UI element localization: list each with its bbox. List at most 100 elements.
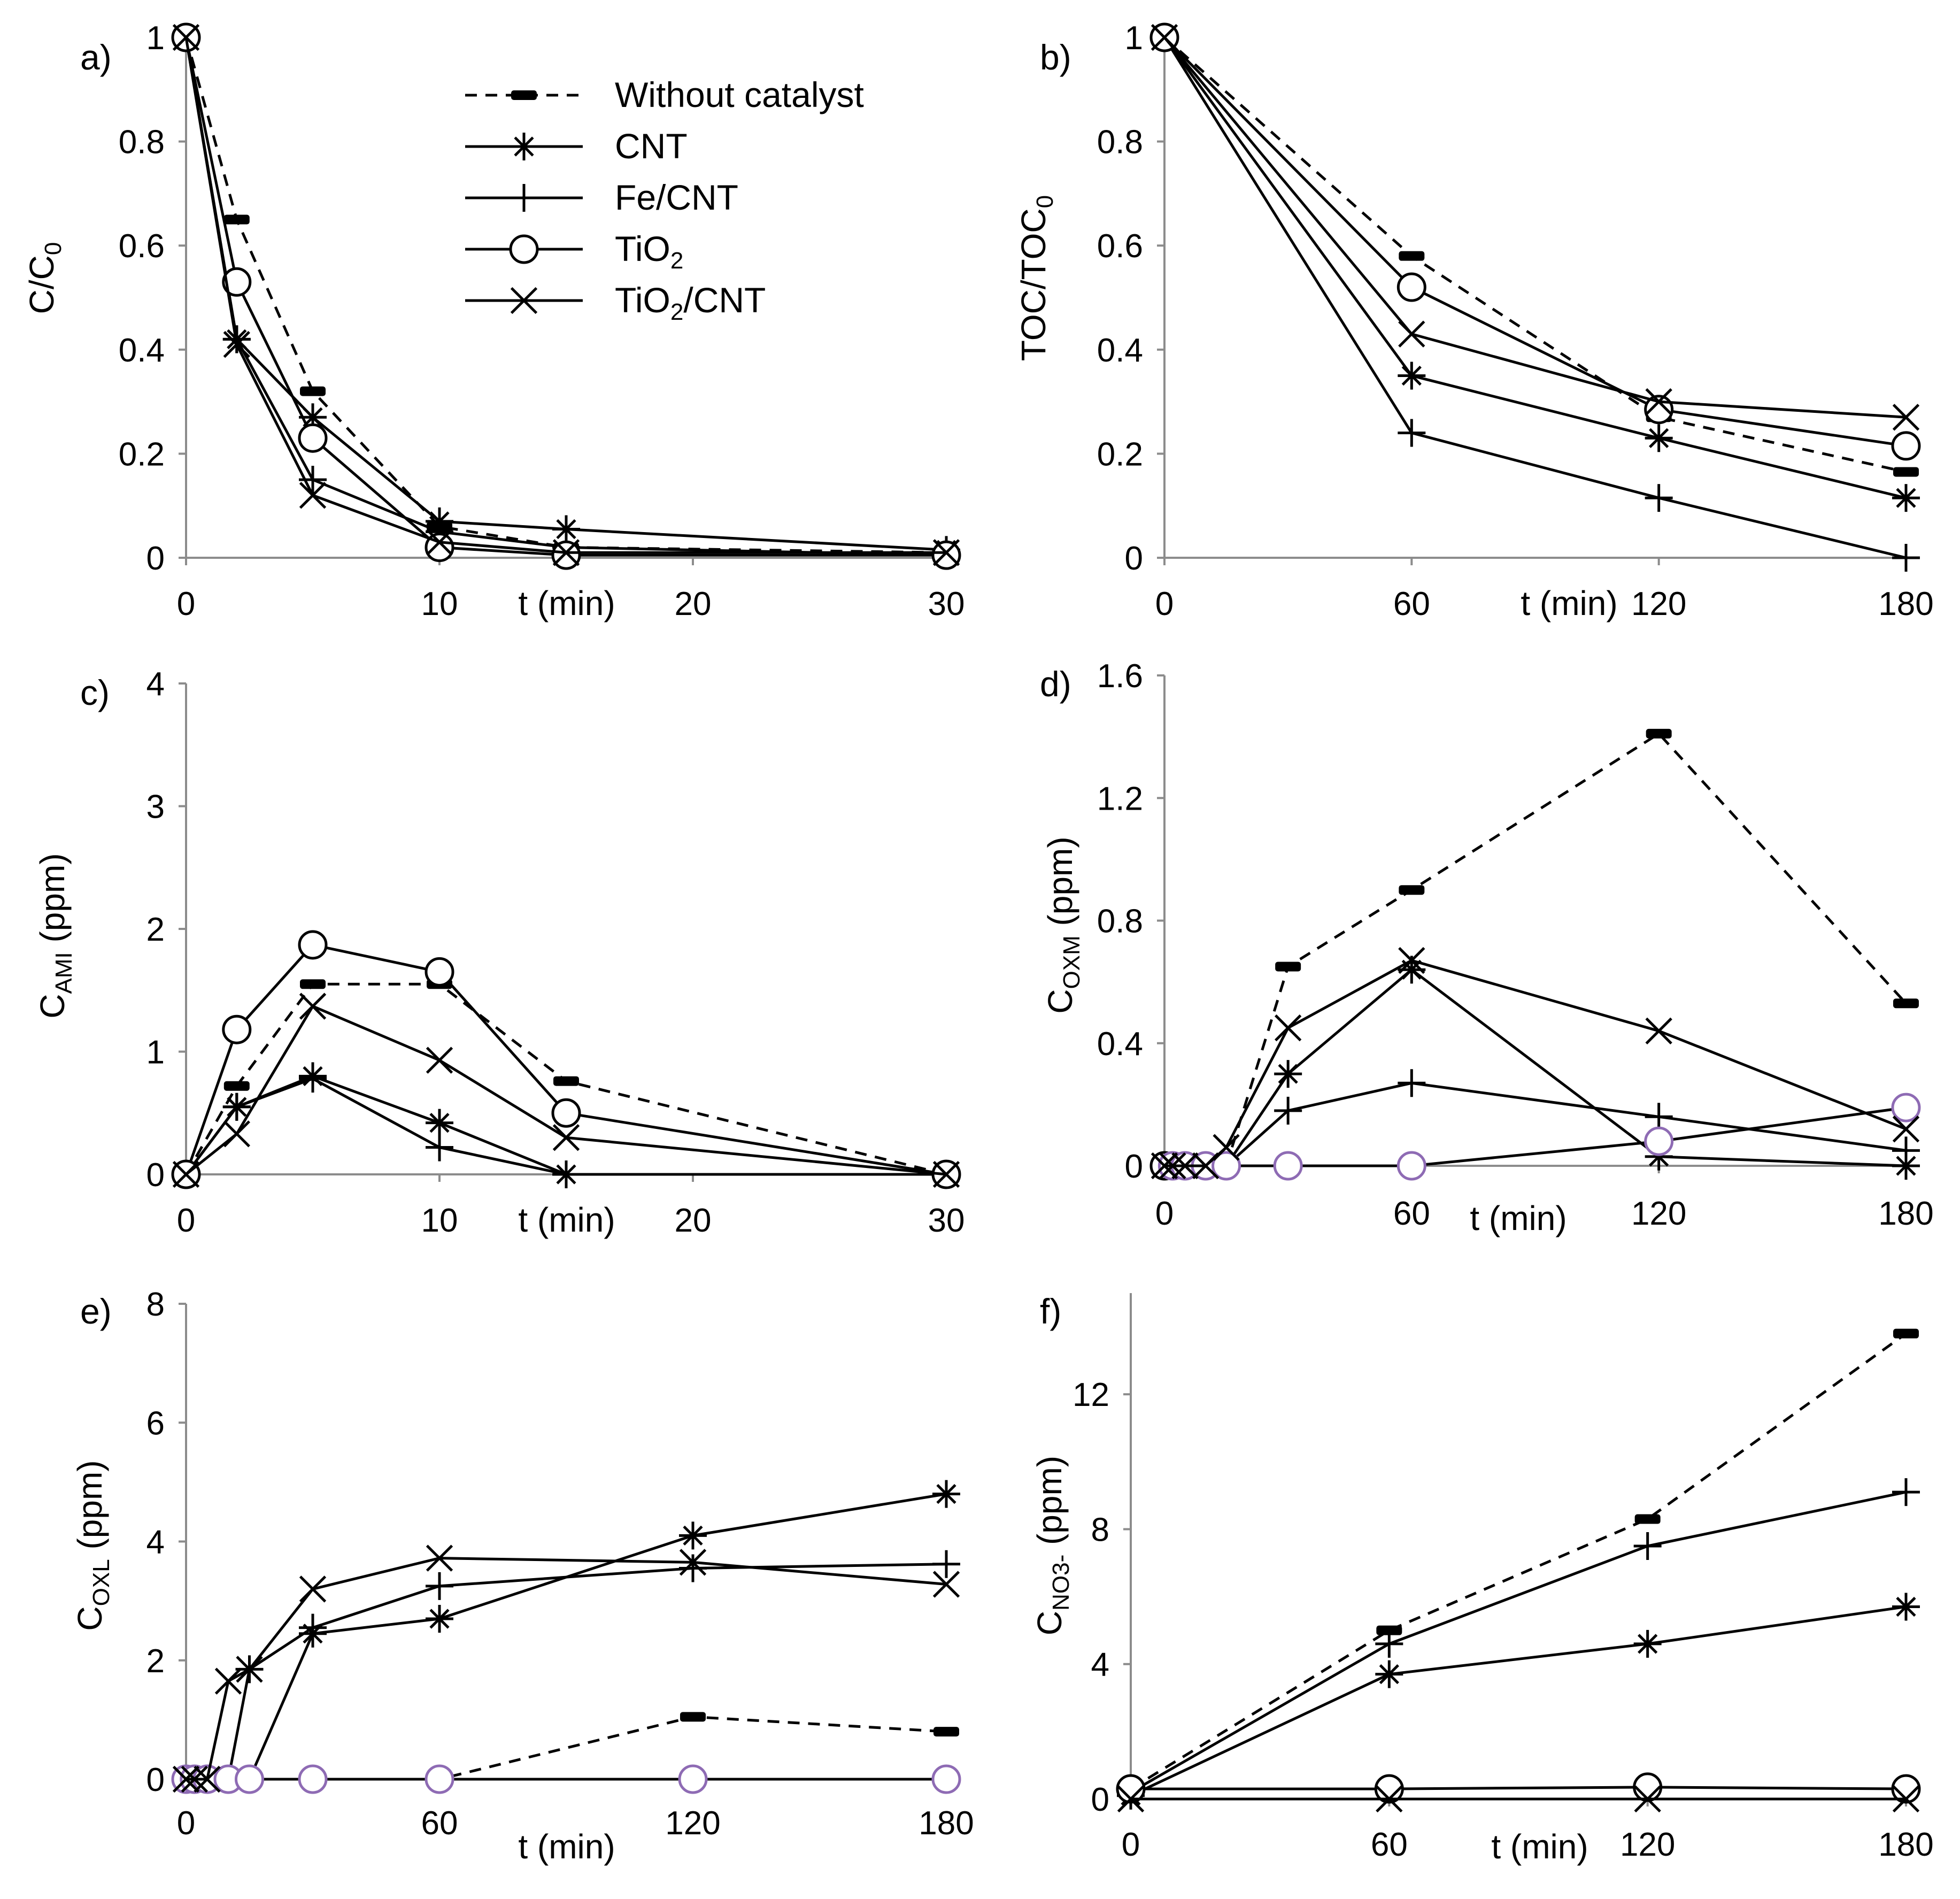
point-cnt — [426, 1604, 453, 1633]
point-fe-cnt — [1375, 1629, 1403, 1658]
point-tio2-cnt — [1376, 1785, 1403, 1813]
y-tick-label: 4 — [146, 666, 165, 703]
x-tick-label: 120 — [1620, 1826, 1675, 1863]
point-fe-cnt — [679, 1554, 707, 1582]
panel-a: 00.20.40.60.810 10 20 30a)t (min)C/C0 — [22, 20, 964, 622]
point-fe-cnt — [1892, 1478, 1920, 1506]
x-tick-label: 0 — [1155, 586, 1174, 622]
series-tio2-cnt — [172, 1544, 960, 1793]
point-cnt — [1892, 1152, 1920, 1180]
panel-label: a) — [80, 37, 112, 77]
point-tio2-cnt — [932, 1160, 960, 1188]
panel-label: b) — [1040, 37, 1071, 77]
y-tick-label: 0 — [146, 1157, 165, 1194]
point-cnt — [1633, 1629, 1662, 1658]
point-tio2 — [678, 1764, 708, 1794]
point-without-catalyst — [1275, 962, 1301, 972]
x-tick-label: 0 — [1155, 1195, 1174, 1232]
y-axis-label-main: C — [33, 994, 72, 1018]
legend: Without catalyst CNT Fe/CNT TiO2 TiO2/CNT — [465, 75, 864, 325]
x-tick-label: 0 — [177, 1202, 195, 1239]
point-tio2-cnt — [426, 1544, 453, 1572]
point-tio2 — [298, 423, 328, 453]
legend-label-cnt-main: CNT — [615, 126, 688, 166]
y-axis-label-subscript: AMI — [51, 952, 77, 994]
y-tick-label: 0.2 — [119, 436, 165, 473]
point-fe-cnt — [1892, 1136, 1920, 1165]
x-tick-label: 0 — [177, 586, 195, 622]
point-tio2 — [1644, 1126, 1674, 1156]
point-tio2-cnt — [172, 24, 200, 51]
y-tick-label: 0.4 — [1097, 1026, 1143, 1063]
y-tick-label: 8 — [146, 1286, 165, 1323]
point-fe-cnt — [222, 1093, 251, 1121]
point-tio2 — [222, 1014, 252, 1044]
y-tick-label: 0.8 — [119, 124, 165, 161]
legend-label-without-catalyst: Without catalyst — [615, 75, 864, 114]
y-tick-label: 0 — [1091, 1781, 1109, 1818]
x-axis-label: t (min) — [1491, 1827, 1588, 1866]
x-tick-label: 0 — [1122, 1826, 1140, 1863]
series-line-cnt — [1130, 1605, 1907, 1797]
y-axis-label-main: C — [1030, 1611, 1069, 1635]
point-tio2-cnt — [299, 993, 327, 1020]
y-axis-label: COXM (ppm) — [1041, 836, 1085, 1013]
point-without-catalyst — [680, 1712, 706, 1722]
point-tio2-cnt — [214, 1667, 242, 1695]
x-tick-label: 30 — [928, 586, 965, 622]
point-without-catalyst — [933, 1727, 959, 1737]
legend-label-fe-cnt-main: Fe/CNT — [615, 178, 738, 217]
x-tick-label: 60 — [421, 1805, 458, 1842]
point-tio2-cnt — [426, 1047, 453, 1074]
point-tio2-cnt — [1892, 1785, 1920, 1813]
point-without-catalyst — [1399, 251, 1425, 261]
point-tio2 — [1212, 1151, 1241, 1181]
legend-entry-tio2: TiO2 — [465, 229, 683, 274]
point-cnt — [1645, 424, 1673, 452]
point-cnt — [1892, 484, 1920, 512]
point-tio2-cnt — [1398, 947, 1425, 974]
x-axis-label: t (min) — [1470, 1199, 1567, 1237]
series-tio2-cnt — [172, 993, 960, 1188]
point-tio2-cnt — [1892, 1116, 1920, 1143]
y-tick-label: 0.6 — [1097, 228, 1143, 265]
legend-label-tio2-cnt-tail: /CNT — [683, 280, 766, 320]
point-tio2 — [551, 1098, 581, 1128]
point-tio2-cnt — [1213, 1134, 1240, 1161]
series-line-without-catalyst — [1163, 36, 1907, 473]
y-axis-label-main: C — [1041, 989, 1079, 1013]
point-tio2-cnt — [1192, 1152, 1220, 1180]
legend-entry-tio2-cnt: TiO2/CNT — [465, 280, 766, 325]
point-tio2-cnt — [223, 330, 250, 358]
y-tick-label: 0.2 — [1097, 436, 1143, 473]
point-without-catalyst — [1893, 998, 1919, 1009]
legend-marker-cnt — [510, 133, 538, 160]
point-without-catalyst — [300, 386, 326, 396]
point-cnt — [1645, 1142, 1673, 1171]
point-fe-cnt — [1633, 1532, 1662, 1560]
point-cnt — [1398, 362, 1426, 390]
x-tick-label: 180 — [1878, 1826, 1933, 1863]
point-fe-cnt — [1398, 419, 1426, 447]
point-tio2 — [298, 930, 328, 960]
x-tick-label: 180 — [1878, 586, 1933, 622]
x-tick-label: 10 — [421, 586, 458, 622]
y-tick-label: 4 — [1091, 1647, 1109, 1683]
point-tio2-cnt — [181, 1765, 208, 1793]
series-line-fe-cnt — [185, 1077, 946, 1176]
point-tio2 — [298, 1764, 328, 1794]
point-cnt — [679, 1521, 707, 1550]
point-tio2 — [1891, 1774, 1921, 1804]
y-axis-label-subscript: 0 — [40, 242, 66, 255]
y-axis-label-tail: (ppm) — [71, 1460, 109, 1559]
y-axis-label-main: C/C — [22, 255, 61, 314]
y-axis-label: CAMI (ppm) — [33, 853, 77, 1018]
x-tick-label: 180 — [1878, 1195, 1933, 1232]
point-cnt — [1892, 1593, 1920, 1621]
point-tio2-cnt — [552, 539, 580, 566]
point-tio2-cnt — [552, 1124, 580, 1151]
y-tick-label: 12 — [1072, 1377, 1109, 1413]
x-tick-label: 10 — [421, 1202, 458, 1239]
point-tio2-cnt — [1171, 1152, 1199, 1180]
